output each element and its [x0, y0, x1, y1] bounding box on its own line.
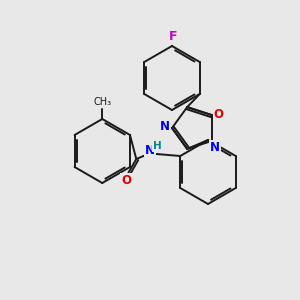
- Text: N: N: [145, 145, 155, 158]
- Text: N: N: [160, 119, 170, 133]
- Text: O: O: [214, 108, 224, 121]
- Text: CH₃: CH₃: [93, 97, 111, 107]
- Text: H: H: [153, 141, 162, 151]
- Text: O: O: [121, 175, 131, 188]
- Text: F: F: [169, 31, 177, 44]
- Text: N: N: [210, 141, 220, 154]
